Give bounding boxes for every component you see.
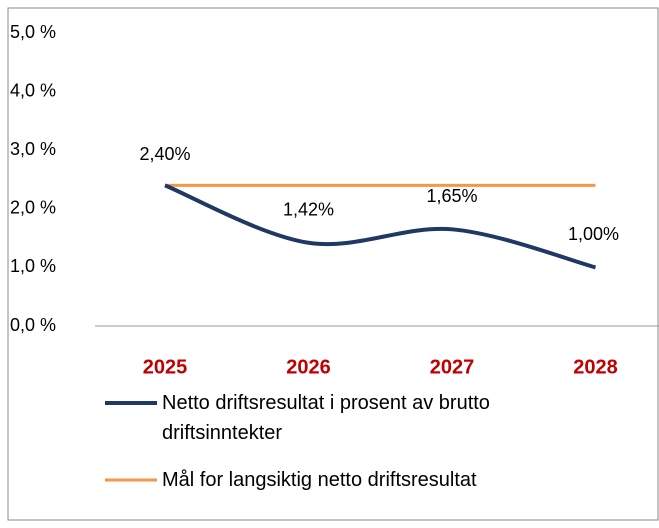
chart-border <box>7 7 659 521</box>
y-tick-label: 0,0 % <box>10 315 56 335</box>
data-label: 2,40% <box>139 144 190 164</box>
y-tick-label: 4,0 % <box>10 80 56 100</box>
x-tick-label: 2025 <box>143 356 188 378</box>
series-line <box>164 183 597 270</box>
x-tick-label: 2027 <box>430 356 475 378</box>
legend-label: Netto driftsresultat i prosent av brutto… <box>162 392 490 444</box>
y-tick-label: 5,0 % <box>10 22 56 42</box>
data-label: 1,65% <box>426 186 477 206</box>
y-tick-label: 2,0 % <box>10 198 56 218</box>
data-label: 1,00% <box>568 224 619 244</box>
x-tick-label: 2028 <box>573 356 618 378</box>
y-tick-label: 1,0 % <box>10 256 56 276</box>
legend-label: Mål for langsiktig netto driftsresultat <box>162 469 477 491</box>
data-label: 1,42% <box>283 200 334 220</box>
y-tick-label: 3,0 % <box>10 139 56 159</box>
x-tick-label: 2026 <box>286 356 331 378</box>
